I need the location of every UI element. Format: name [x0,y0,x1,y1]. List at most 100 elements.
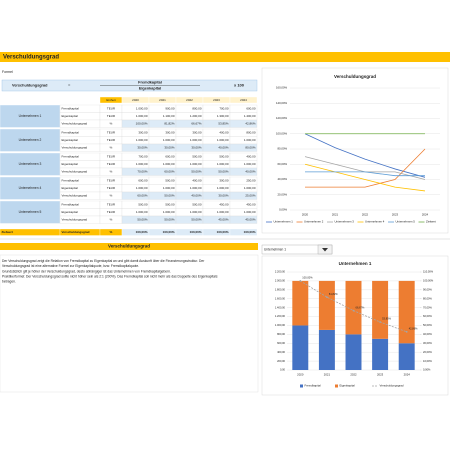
series-line [304,163,426,192]
cell-text: 600,00 [246,107,256,111]
cell-text: 500,00 [165,179,175,183]
cell-text: 80,00% [245,146,256,150]
cell-text: Verschuldungsgrad [62,122,88,126]
column-header: 2023 [213,98,220,102]
bar [292,280,309,326]
y2-tick-label: 40,00% [423,332,432,336]
cell-text: 800,00 [192,107,202,111]
cell-text: 800,00 [246,131,256,135]
y-tick-label: 120,00% [276,116,288,120]
cell-text: 50,00% [191,170,202,174]
cell-text: 1.000,00 [163,210,175,214]
header-bar [0,52,450,62]
formula-numerator: Fremdkapital [138,81,162,85]
y-tick-label: 60,00% [278,162,288,166]
cell-text: 40,00% [245,170,256,174]
cell-text: 700,00 [138,155,148,159]
cell-text: 30,00% [191,146,202,150]
cell-text: 42,86% [245,122,256,126]
cell-text: TEUR [107,162,116,166]
cell-text: TEUR [107,138,116,142]
cell-text: 1.000,00 [163,186,175,190]
bar [318,280,335,330]
line-point [379,321,381,323]
cell-text: 70,00% [137,170,148,174]
y-tick-label: 600,00 [277,341,285,345]
cell-text: 1.000,00 [190,138,202,142]
legend-swatch [335,384,338,388]
cell-text: 300,00 [219,179,229,183]
cell-text: Verschuldungsgrad [62,218,88,222]
y2-tick-label: 110,00% [423,270,434,274]
cell-text: Eigenkapital [62,114,79,118]
cell-text: Zielwert [2,230,13,234]
cell-text: 1.000,00 [190,210,202,214]
y-tick-label: 1.400,00 [275,305,286,309]
company-name: Unternehmen 5 [19,210,42,214]
chart-title: Unternehmen 1 [339,261,372,266]
cell-text: 1.300,00 [217,114,229,118]
series-line [305,148,426,188]
note-line: Grundsätzlich gilt je höher der Verschul… [2,269,171,273]
line-point [326,296,328,299]
cell-text: 45,00% [218,218,229,222]
bar [318,329,335,370]
y2-tick-label: 90,00% [423,288,432,292]
cell-text: TEUR [107,179,116,183]
y-tick-label: 1.000,00 [275,323,286,327]
page-title: Verschuldungsgrad [3,55,59,61]
cell-text: 50,00% [164,218,175,222]
y2-tick-label: 0,00% [423,368,431,372]
cell-text: Eigenkapital [62,186,79,190]
y-tick-label: 40,00% [278,177,288,181]
data-label: 53,85% [382,317,391,321]
y2-tick-label: 70,00% [423,305,432,309]
cell-text: Verschuldungsgrad [62,146,88,150]
cell-text: 60,00% [164,170,175,174]
cell-text: 600,00 [138,179,148,183]
cell-text: % [110,170,113,174]
cell-text: 50,00% [137,218,148,222]
cell-text: 400,00 [192,179,202,183]
cell-text: 81,82% [164,122,175,126]
note-line: Der Verschuldungsgrad zeigt die Relation… [2,259,205,263]
y-tick-label: 100,00% [276,131,288,135]
y2-tick-label: 30,00% [423,341,432,345]
cell-text: 300,00 [192,131,202,135]
cell-text: TEUR [107,210,116,214]
cell-text: 1.000,00 [217,162,229,166]
y2-tick-label: 60,00% [423,314,432,318]
bar [372,280,389,339]
cell-text: 1.000,00 [163,162,175,166]
y-tick-label: 80,00% [278,147,288,151]
cell-text: 1.000,00 [217,138,229,142]
x-tick-label: 2021 [324,373,331,377]
y-tick-label: 1.600,00 [275,296,286,300]
note-line: Praktikerformel: Der Verschuldungsgrad s… [2,274,218,278]
legend-label: Unternehmen 2 [304,220,324,224]
y-tick-label: 1.200,00 [275,314,286,318]
chart-title: Verschuldungsgrad [334,74,376,79]
cell-text: 500,00 [219,155,229,159]
cell-text: 100,00% [136,230,148,234]
note-header-bar [0,243,258,250]
cell-text: 50,00% [218,170,229,174]
cell-text: 50,00% [164,194,175,198]
cell-text: % [110,122,113,126]
cell-text: Fremdkapital [62,179,80,183]
cell-text: 1.000,00 [217,210,229,214]
cell-text: Eigenkapital [62,162,79,166]
cell-text: TEUR [107,155,116,159]
column-header: 2021 [159,98,166,102]
dropdown-value[interactable]: Unternehmen 1 [264,247,286,251]
series-line [305,171,425,177]
cell-text: 1.200,00 [190,114,202,118]
table-cell [229,119,258,128]
cell-text: 300,00 [165,131,175,135]
cell-text: Verschuldungsgrad [62,194,88,198]
dropdown-arrow[interactable] [322,248,328,252]
y2-tick-label: 20,00% [423,350,432,354]
note-line: betragen. [2,280,16,284]
cell-text: % [110,218,113,222]
